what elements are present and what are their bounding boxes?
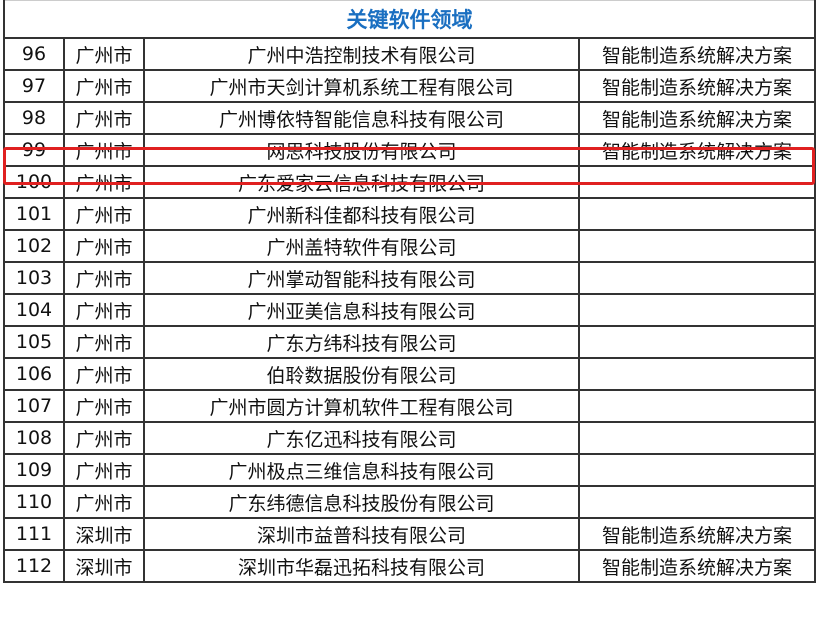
cell-no: 99 bbox=[3, 133, 65, 167]
cell-no: 97 bbox=[3, 69, 65, 103]
cell-field bbox=[578, 389, 816, 423]
cell-no: 105 bbox=[3, 325, 65, 359]
cell-city: 广州市 bbox=[63, 229, 145, 263]
cell-no: 112 bbox=[3, 549, 65, 583]
cell-no: 110 bbox=[3, 485, 65, 519]
cell-company: 广东方纬科技有限公司 bbox=[143, 325, 580, 359]
cell-company: 广东亿迅科技有限公司 bbox=[143, 421, 580, 455]
cell-company: 广州博依特智能信息科技有限公司 bbox=[143, 101, 580, 135]
cell-field bbox=[578, 261, 816, 295]
cell-field bbox=[578, 485, 816, 519]
cell-field bbox=[578, 357, 816, 391]
table-row: 101 广州市 广州新科佳都科技有限公司 bbox=[3, 197, 816, 231]
table-row: 110 广州市 广东纬德信息科技股份有限公司 bbox=[3, 485, 816, 519]
cell-field bbox=[578, 197, 816, 231]
table-row: 102 广州市 广州盖特软件有限公司 bbox=[3, 229, 816, 263]
table-row: 105 广州市 广东方纬科技有限公司 bbox=[3, 325, 816, 359]
table-row: 104 广州市 广州亚美信息科技有限公司 bbox=[3, 293, 816, 327]
cell-field: 智能制造系统解决方案 bbox=[578, 37, 816, 71]
table-row: 103 广州市 广州掌动智能科技有限公司 bbox=[3, 261, 816, 295]
cell-no: 101 bbox=[3, 197, 65, 231]
cell-city: 广州市 bbox=[63, 485, 145, 519]
cell-city: 广州市 bbox=[63, 133, 145, 167]
company-table: 关键软件领域 96 广州市 广州中浩控制技术有限公司 智能制造系统解决方案 97 广州市广… bbox=[3, 0, 816, 583]
cell-company: 广东爱家云信息科技有限公司 bbox=[143, 165, 580, 199]
table-row: 98 广州市 广州博依特智能信息科技有限公司 智能制造系统解决方案 bbox=[3, 101, 816, 135]
cell-city: 广州市 bbox=[63, 293, 145, 327]
cell-city: 深圳市 bbox=[63, 517, 145, 551]
cell-company: 广州极点三维信息科技有限公司 bbox=[143, 453, 580, 487]
table-row: 96 广州市 广州中浩控制技术有限公司 智能制造系统解决方案 bbox=[3, 37, 816, 71]
cell-city: 广州市 bbox=[63, 389, 145, 423]
table-row: 107 广州市 广州市圆方计算机软件工程有限公司 bbox=[3, 389, 816, 423]
cell-company: 广东纬德信息科技股份有限公司 bbox=[143, 485, 580, 519]
cell-company: 广州新科佳都科技有限公司 bbox=[143, 197, 580, 231]
cell-no: 106 bbox=[3, 357, 65, 391]
table-title: 关键软件领域 bbox=[3, 0, 816, 39]
cell-field bbox=[578, 453, 816, 487]
cell-city: 广州市 bbox=[63, 69, 145, 103]
cell-field bbox=[578, 325, 816, 359]
cell-city: 广州市 bbox=[63, 325, 145, 359]
table-row: 97 广州市 广州市天剑计算机系统工程有限公司 智能制造系统解决方案 bbox=[3, 69, 816, 103]
cell-city: 广州市 bbox=[63, 261, 145, 295]
cell-field: 智能制造系统解决方案 bbox=[578, 101, 816, 135]
cell-company: 广州市天剑计算机系统工程有限公司 bbox=[143, 69, 580, 103]
cell-no: 108 bbox=[3, 421, 65, 455]
cell-no: 96 bbox=[3, 37, 65, 71]
cell-no: 103 bbox=[3, 261, 65, 295]
cell-field bbox=[578, 421, 816, 455]
cell-field: 智能制造系统解决方案 bbox=[578, 133, 816, 167]
cell-company: 广州盖特软件有限公司 bbox=[143, 229, 580, 263]
cell-company: 广州中浩控制技术有限公司 bbox=[143, 37, 580, 71]
cell-city: 广州市 bbox=[63, 101, 145, 135]
cell-field bbox=[578, 229, 816, 263]
cell-field bbox=[578, 293, 816, 327]
cell-field: 智能制造系统解决方案 bbox=[578, 549, 816, 583]
cell-city: 广州市 bbox=[63, 453, 145, 487]
table-row: 112 深圳市 深圳市华磊迅拓科技有限公司 智能制造系统解决方案 bbox=[3, 549, 816, 583]
cell-no: 104 bbox=[3, 293, 65, 327]
cell-no: 100 bbox=[3, 165, 65, 199]
cell-city: 深圳市 bbox=[63, 549, 145, 583]
cell-no: 111 bbox=[3, 517, 65, 551]
cell-company: 广州市圆方计算机软件工程有限公司 bbox=[143, 389, 580, 423]
cell-city: 广州市 bbox=[63, 357, 145, 391]
cell-city: 广州市 bbox=[63, 37, 145, 71]
table-row: 100 广州市 广东爱家云信息科技有限公司 bbox=[3, 165, 816, 199]
cell-field: 智能制造系统解决方案 bbox=[578, 517, 816, 551]
cell-company: 广州亚美信息科技有限公司 bbox=[143, 293, 580, 327]
cell-company: 深圳市华磊迅拓科技有限公司 bbox=[143, 549, 580, 583]
cell-no: 107 bbox=[3, 389, 65, 423]
table-row: 106 广州市 伯聆数据股份有限公司 bbox=[3, 357, 816, 391]
cell-no: 109 bbox=[3, 453, 65, 487]
table-row: 111 深圳市 深圳市益普科技有限公司 智能制造系统解决方案 bbox=[3, 517, 816, 551]
table-row: 108 广州市 广东亿迅科技有限公司 bbox=[3, 421, 816, 455]
cell-field: 智能制造系统解决方案 bbox=[578, 69, 816, 103]
table-row: 99 广州市 网思科技股份有限公司 智能制造系统解决方案 bbox=[3, 133, 816, 167]
cell-company: 伯聆数据股份有限公司 bbox=[143, 357, 580, 391]
cell-company: 广州掌动智能科技有限公司 bbox=[143, 261, 580, 295]
cell-no: 98 bbox=[3, 101, 65, 135]
cell-company: 深圳市益普科技有限公司 bbox=[143, 517, 580, 551]
cell-city: 广州市 bbox=[63, 165, 145, 199]
cell-city: 广州市 bbox=[63, 197, 145, 231]
cell-company: 网思科技股份有限公司 bbox=[143, 133, 580, 167]
cell-city: 广州市 bbox=[63, 421, 145, 455]
cell-field bbox=[578, 165, 816, 199]
table-row: 109 广州市 广州极点三维信息科技有限公司 bbox=[3, 453, 816, 487]
cell-no: 102 bbox=[3, 229, 65, 263]
